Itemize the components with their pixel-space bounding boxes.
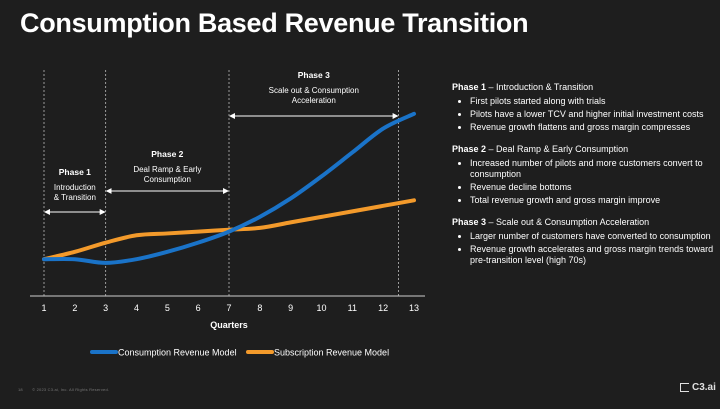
phase-2-subtitle: – Deal Ramp & Early Consumption — [486, 144, 629, 154]
x-tick-label: 5 — [165, 303, 170, 313]
series-lines — [42, 111, 416, 265]
page-title: Consumption Based Revenue Transition — [20, 8, 529, 38]
legend-label-subscription-revenue-model: Subscription Revenue Model — [274, 348, 389, 358]
phase-markers: Phase 1 Introduction& Transition Phase 2 De… — [43, 70, 399, 296]
x-tick-label: 9 — [288, 303, 293, 313]
phase-description: Deal Ramp & Early — [133, 165, 201, 174]
c3ai-logo: C3.ai — [680, 382, 716, 393]
x-tick-label: 13 — [409, 303, 419, 313]
x-tick-label: 3 — [103, 303, 108, 313]
phase-label: Phase 1 — [59, 167, 91, 177]
x-tick-label: 7 — [226, 303, 231, 313]
x-tick-label: 4 — [134, 303, 139, 313]
x-axis-label: Quarters — [210, 320, 248, 330]
x-tick-label: 2 — [72, 303, 77, 313]
phase-2-bullet: Increased number of pilots and more cust… — [470, 158, 714, 180]
phase-label: Phase 3 — [298, 70, 330, 80]
phase-3-subtitle: – Scale out & Consumption Acceleration — [486, 217, 650, 227]
x-tick-label: 1 — [41, 303, 46, 313]
phase-1-block: Phase 1 – Introduction & Transition Firs… — [452, 82, 714, 133]
phase-description: Scale out & Consumption — [269, 86, 359, 95]
legend-label-consumption-revenue-model: Consumption Revenue Model — [118, 348, 237, 358]
copyright-text: © 2023 C3.ai, Inc. All Rights Reserved. — [32, 387, 110, 392]
x-tick-label: 12 — [378, 303, 388, 313]
phase-1-title: Phase 1 — [452, 82, 487, 92]
x-tick-label: 11 — [348, 303, 357, 313]
phase-3-bullet: Revenue growth accelerates and gross mar… — [470, 244, 714, 266]
phase-1-bullet: Pilots have a lower TCV and higher initi… — [470, 109, 714, 120]
phase-1-subtitle: – Introduction & Transition — [486, 82, 594, 92]
x-tick-label: 8 — [257, 303, 262, 313]
phase-3-title: Phase 3 — [452, 217, 487, 227]
c3-logo-icon — [680, 383, 689, 392]
x-tick-label: 6 — [196, 303, 201, 313]
phase-2-title: Phase 2 — [452, 144, 487, 154]
phase-description: Consumption — [144, 175, 191, 184]
chart-legend: Consumption Revenue Model Subscription Re… — [90, 348, 389, 358]
phase-2-bullet: Revenue decline bottoms — [470, 182, 714, 193]
x-tick-label: 10 — [316, 303, 326, 313]
footer: 18 © 2023 C3.ai, Inc. All Rights Reserve… — [18, 387, 109, 392]
logo-text: C3.ai — [692, 382, 716, 393]
phase-1-bullet: Revenue growth flattens and gross margin… — [470, 122, 714, 133]
phase-2-block: Phase 2 – Deal Ramp & Early Consumption … — [452, 144, 714, 206]
phase-descriptions: Phase 1 – Introduction & Transition Firs… — [452, 82, 714, 277]
phase-3-block: Phase 3 – Scale out & Consumption Accele… — [452, 217, 714, 266]
phase-1-bullet: First pilots started along with trials — [470, 96, 714, 107]
page-number: 18 — [18, 387, 23, 392]
consumption-revenue-model-line — [42, 111, 416, 265]
phase-description: Introduction — [54, 183, 96, 192]
phase-description: & Transition — [54, 193, 96, 202]
phase-description: Acceleration — [292, 96, 336, 105]
phase-label: Phase 2 — [151, 149, 183, 159]
phase-3-bullet: Larger number of customers have converte… — [470, 231, 714, 242]
phase-2-bullet: Total revenue growth and gross margin im… — [470, 195, 714, 206]
